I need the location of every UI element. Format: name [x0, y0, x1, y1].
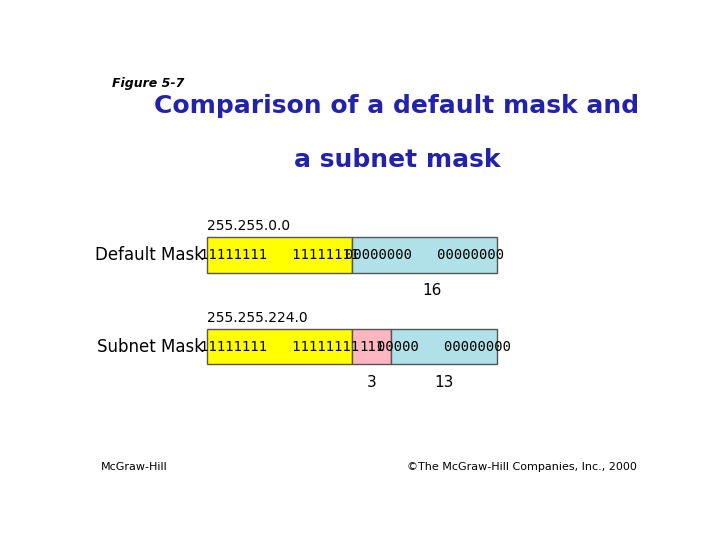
Text: Default Mask: Default Mask — [95, 246, 204, 264]
FancyBboxPatch shape — [352, 238, 498, 273]
Text: McGraw-Hill: McGraw-Hill — [101, 462, 168, 472]
Text: 16: 16 — [423, 283, 442, 298]
Text: 111: 111 — [359, 340, 384, 354]
Text: 3: 3 — [367, 375, 377, 389]
Text: 00000000   00000000: 00000000 00000000 — [345, 248, 505, 262]
Text: Figure 5-7: Figure 5-7 — [112, 77, 185, 90]
FancyBboxPatch shape — [392, 329, 498, 364]
FancyBboxPatch shape — [207, 329, 352, 364]
Text: 13: 13 — [435, 375, 454, 389]
Text: 00000   00000000: 00000 00000000 — [377, 340, 511, 354]
Text: 255.255.0.0: 255.255.0.0 — [207, 219, 290, 233]
Text: 11111111   11111111: 11111111 11111111 — [200, 248, 359, 262]
FancyBboxPatch shape — [352, 329, 392, 364]
Text: a subnet mask: a subnet mask — [294, 148, 500, 172]
Text: 11111111   11111111: 11111111 11111111 — [200, 340, 359, 354]
Text: Subnet Mask: Subnet Mask — [97, 338, 204, 355]
Text: 255.255.224.0: 255.255.224.0 — [207, 310, 308, 325]
Text: ©The McGraw-Hill Companies, Inc., 2000: ©The McGraw-Hill Companies, Inc., 2000 — [407, 462, 637, 472]
FancyBboxPatch shape — [207, 238, 352, 273]
Text: Comparison of a default mask and: Comparison of a default mask and — [154, 94, 639, 118]
